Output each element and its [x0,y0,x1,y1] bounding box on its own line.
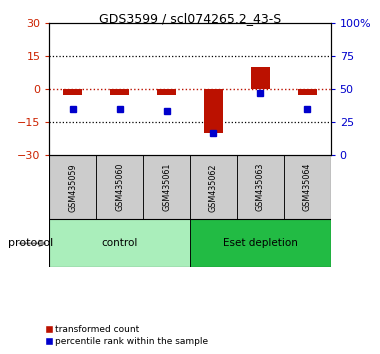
Bar [143,155,190,219]
Bar [96,155,143,219]
Text: protocol: protocol [8,238,53,249]
Bar [49,155,96,219]
Bar [298,89,317,95]
Text: control: control [101,238,138,249]
Legend: transformed count, percentile rank within the sample: transformed count, percentile rank withi… [43,321,212,349]
Bar [284,155,331,219]
Bar [237,155,284,219]
Bar [251,67,270,89]
Bar [157,89,176,95]
Bar [110,89,129,95]
Bar [190,219,331,267]
Text: GSM435064: GSM435064 [302,163,312,211]
Text: GSM435059: GSM435059 [68,163,78,212]
Bar [63,89,82,95]
Text: GSM435062: GSM435062 [209,163,218,212]
Text: GSM435063: GSM435063 [256,163,265,211]
Bar [204,89,223,133]
Text: GSM435060: GSM435060 [115,163,124,211]
Text: Eset depletion: Eset depletion [223,238,298,249]
Bar [49,219,190,267]
Bar [190,155,237,219]
Text: GSM435061: GSM435061 [162,163,171,211]
Text: GDS3599 / scl074265.2_43-S: GDS3599 / scl074265.2_43-S [99,12,281,25]
